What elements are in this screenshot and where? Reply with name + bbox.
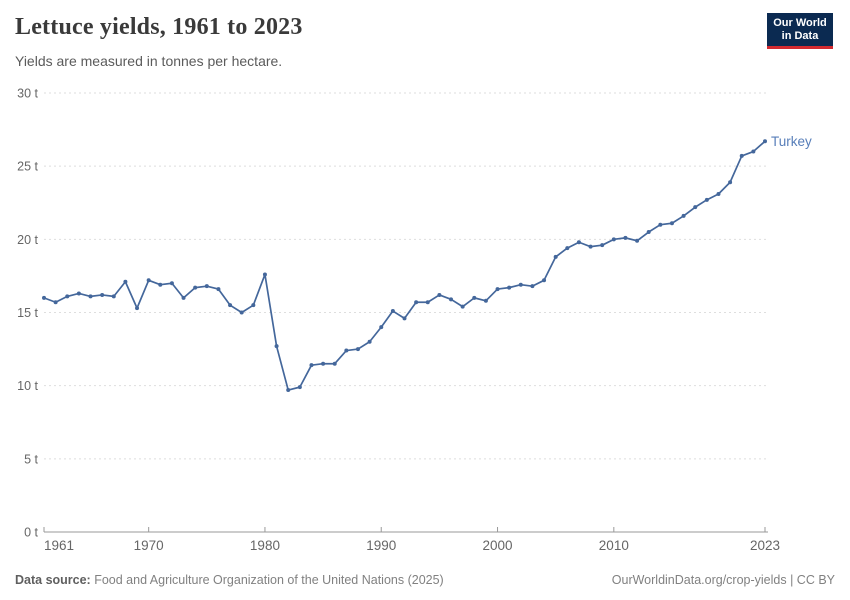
data-source: Data source: Food and Agriculture Organi… [15,573,444,587]
data-point[interactable] [728,180,733,185]
page-title: Lettuce yields, 1961 to 2023 [15,14,303,40]
data-point[interactable] [251,303,256,308]
data-point[interactable] [483,298,488,303]
data-point[interactable] [763,139,767,144]
data-point[interactable] [216,287,221,292]
data-point[interactable] [88,294,93,299]
data-point[interactable] [437,292,442,297]
data-point[interactable] [751,149,756,154]
data-point[interactable] [76,291,81,296]
data-point[interactable] [507,285,512,290]
x-axis-tick-label: 2000 [483,538,513,553]
data-point[interactable] [332,361,337,366]
data-point[interactable] [716,191,721,196]
data-source-label: Data source: [15,573,91,587]
chart-footer: Data source: Food and Agriculture Organi… [15,573,835,587]
y-axis-tick-label: 20 t [17,233,38,247]
data-point[interactable] [53,300,58,305]
x-axis-tick-label: 2023 [750,538,780,553]
x-axis-tick-label: 1970 [134,538,164,553]
data-point[interactable] [100,292,105,297]
data-point[interactable] [414,300,419,305]
data-point[interactable] [274,344,279,349]
x-axis-tick-label: 1990 [366,538,396,553]
y-axis-tick-label: 15 t [17,306,38,320]
y-axis-tick-label: 30 t [17,87,38,101]
data-point[interactable] [42,295,46,300]
owid-logo-line1: Our World [773,16,827,29]
data-point[interactable] [402,316,407,321]
data-point[interactable] [135,306,140,311]
data-point[interactable] [635,238,640,243]
data-point[interactable] [390,309,395,314]
data-point[interactable] [576,240,581,245]
data-point[interactable] [460,304,465,309]
data-point[interactable] [495,287,500,292]
data-point[interactable] [355,347,360,352]
data-point[interactable] [158,282,163,287]
data-point[interactable] [204,284,209,289]
y-axis-tick-label: 5 t [24,452,38,466]
data-point[interactable] [344,348,349,353]
data-point[interactable] [518,282,523,287]
y-axis-tick-label: 10 t [17,379,38,393]
data-point[interactable] [111,294,116,299]
data-point[interactable] [367,339,372,344]
data-point[interactable] [693,205,698,210]
data-point[interactable] [169,281,174,286]
x-axis-tick-label: 2010 [599,538,629,553]
data-point[interactable] [739,153,744,158]
data-point[interactable] [588,244,593,249]
data-point[interactable] [262,272,267,277]
x-axis-tick-label: 1961 [44,538,74,553]
data-point[interactable] [321,361,326,366]
owid-citation-link[interactable]: OurWorldinData.org/crop-yields | CC BY [611,573,835,587]
data-point[interactable] [669,221,674,226]
y-axis-tick-label: 25 t [17,160,38,174]
data-point[interactable] [565,246,570,251]
data-point[interactable] [600,243,605,248]
data-point[interactable] [472,295,477,300]
data-point[interactable] [449,297,454,302]
data-point[interactable] [425,300,430,305]
data-point[interactable] [228,303,233,308]
data-point[interactable] [239,310,244,315]
data-point[interactable] [681,213,686,218]
y-axis-tick-label: 0 t [24,526,38,540]
turkey-line-series[interactable] [43,140,766,391]
data-point[interactable] [623,235,628,240]
data-point[interactable] [286,388,291,393]
data-point[interactable] [658,222,663,227]
owid-logo[interactable]: Our World in Data [767,13,833,49]
data-point[interactable] [379,325,384,330]
data-source-text: Food and Agriculture Organization of the… [90,573,444,587]
data-point[interactable] [542,278,547,283]
data-point[interactable] [65,294,70,299]
data-point[interactable] [297,385,302,390]
data-point[interactable] [146,278,151,283]
data-point[interactable] [193,285,198,290]
data-point[interactable] [611,237,616,242]
x-axis-tick-label: 1980 [250,538,280,553]
series-label-turkey[interactable]: Turkey [771,134,812,149]
data-point[interactable] [553,254,558,259]
chart-subtitle: Yields are measured in tonnes per hectar… [15,53,283,69]
data-point[interactable] [530,284,535,289]
data-point[interactable] [646,230,651,235]
data-point[interactable] [123,279,128,284]
data-point[interactable] [704,197,709,202]
data-point[interactable] [309,363,314,368]
data-point[interactable] [181,295,186,300]
owid-logo-line2: in Data [781,29,819,42]
